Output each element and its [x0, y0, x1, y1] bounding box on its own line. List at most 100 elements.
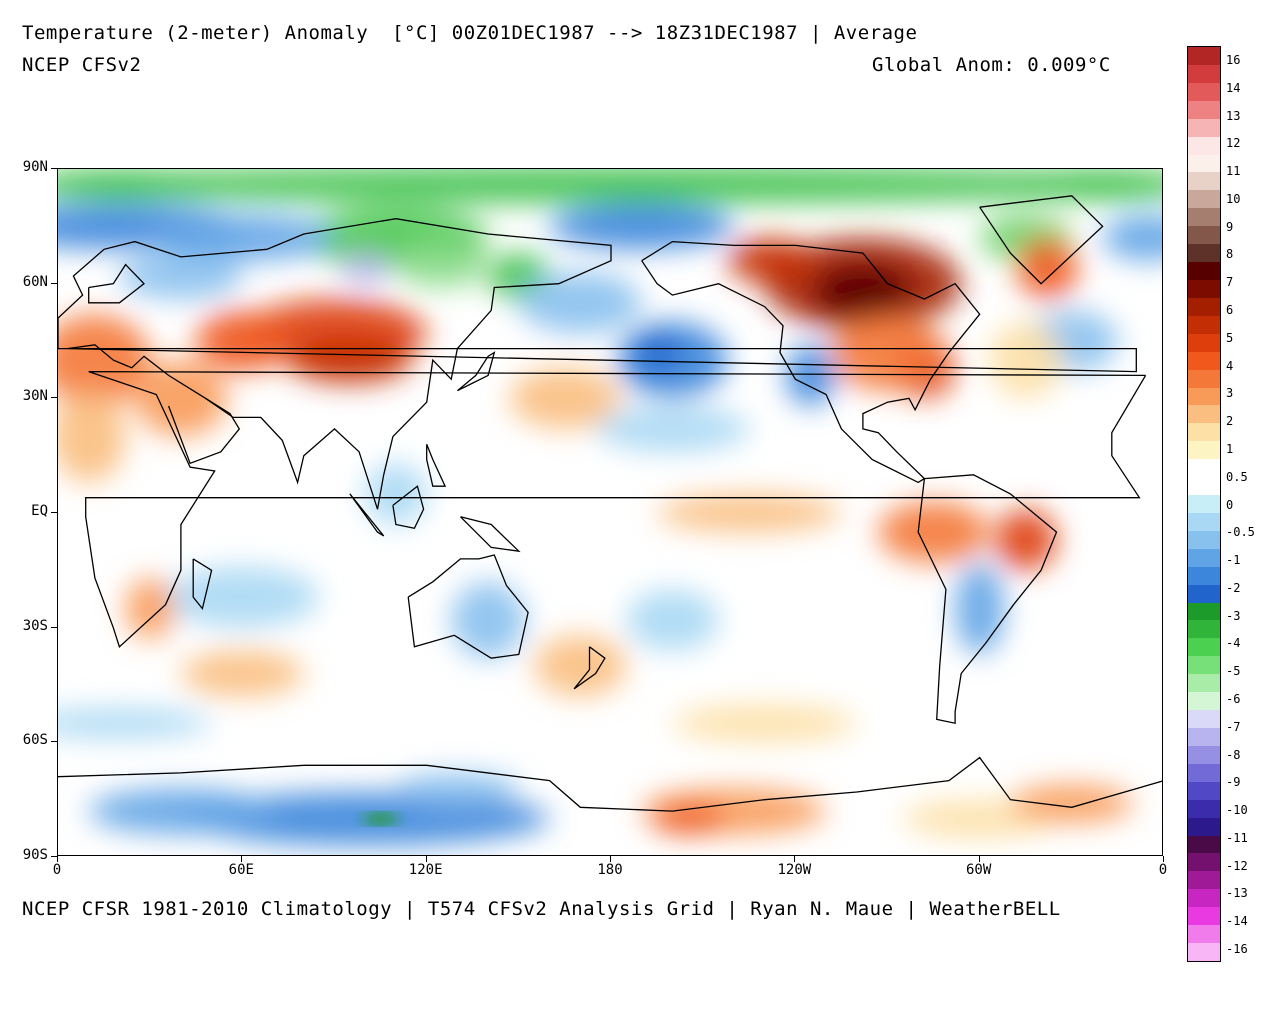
colorbar-label: -13	[1226, 886, 1248, 901]
colorbar-swatch	[1188, 208, 1220, 227]
anomaly-patch	[288, 337, 412, 384]
coastline	[641, 240, 981, 484]
anomaly-patch	[58, 707, 212, 739]
colorbar-label: 3	[1226, 386, 1234, 401]
lon-tick	[794, 856, 796, 862]
colorbar-label: -10	[1226, 803, 1248, 818]
colorbar-swatch	[1188, 100, 1220, 120]
colorbar-swatch	[1188, 495, 1220, 514]
anomaly-patch	[632, 333, 682, 372]
colorbar-label: -8	[1226, 747, 1241, 762]
colorbar-swatch	[1188, 405, 1220, 424]
anomaly-patch	[509, 367, 621, 429]
colorbar-swatch	[1188, 799, 1220, 819]
colorbar-label: -11	[1226, 830, 1248, 845]
colorbar-swatch	[1188, 226, 1220, 245]
colorbar-label: 8	[1226, 247, 1234, 262]
colorbar-swatch	[1188, 369, 1220, 388]
coastline	[573, 646, 606, 690]
anomaly-patch	[125, 577, 175, 640]
anomaly-patch	[657, 493, 842, 533]
lat-tick	[51, 397, 57, 399]
colorbar-label: 16	[1226, 53, 1241, 67]
anomaly-patch	[878, 501, 989, 563]
colorbar-label: 14	[1226, 80, 1241, 95]
coastline	[460, 516, 521, 553]
colorbar	[1187, 46, 1221, 962]
colorbar-label: 12	[1226, 136, 1241, 151]
colorbar-label: 0.5	[1226, 469, 1248, 484]
lat-label: 90N	[22, 159, 48, 175]
anomaly-patch	[786, 344, 836, 406]
map-title: Temperature (2-meter) Anomaly [°C] 00Z01…	[22, 22, 918, 44]
colorbar-swatch	[1188, 745, 1220, 765]
anomaly-patch	[451, 581, 525, 659]
anomaly-patch	[58, 390, 126, 483]
colorbar-swatch	[1188, 584, 1220, 604]
colorbar-swatch	[1188, 441, 1220, 460]
coastline	[407, 554, 529, 659]
lon-tick	[978, 856, 980, 862]
colorbar-label: -2	[1226, 580, 1241, 595]
anomaly-map	[57, 168, 1163, 856]
colorbar-label: -14	[1226, 914, 1248, 929]
colorbar-swatch	[1188, 566, 1220, 586]
lat-tick	[51, 512, 57, 513]
colorbar-label: -4	[1226, 636, 1241, 651]
global-anomaly: Global Anom: 0.009°C	[872, 54, 1111, 76]
colorbar-label: 2	[1226, 414, 1234, 429]
lon-label: 60E	[228, 862, 254, 878]
anomaly-patch	[1016, 237, 1078, 299]
colorbar-swatch	[1188, 297, 1220, 317]
colorbar-swatch	[1188, 763, 1220, 783]
anomaly-patch	[650, 803, 725, 835]
colorbar-label: 13	[1226, 108, 1241, 123]
anomaly-patch	[395, 241, 489, 288]
lat-label: 60S	[22, 732, 48, 749]
anomaly-patch	[672, 704, 857, 743]
colorbar-swatch	[1188, 512, 1220, 532]
anomaly-patch	[727, 237, 814, 284]
colorbar-label: -12	[1226, 858, 1248, 873]
lon-tick	[241, 856, 243, 862]
colorbar-swatch	[1188, 835, 1220, 854]
anomaly-patch	[150, 214, 335, 261]
anomaly-patch	[362, 813, 400, 825]
coastline	[88, 263, 145, 304]
lon-label: 0	[52, 862, 62, 878]
colorbar-swatch	[1188, 477, 1220, 496]
colorbar-swatch	[1188, 620, 1220, 639]
colorbar-swatch	[1188, 136, 1220, 155]
colorbar-label: 7	[1226, 275, 1234, 290]
anomaly-patch	[1102, 214, 1162, 261]
colorbar-label: 0	[1226, 497, 1234, 512]
colorbar-swatch	[1188, 244, 1220, 263]
colorbar-swatch	[1188, 548, 1220, 568]
anomaly-patch	[518, 272, 642, 334]
lat-label: 30S	[22, 617, 48, 634]
coastline	[167, 397, 241, 465]
lat-label: 90S	[22, 847, 48, 863]
colorbar-swatch	[1188, 279, 1220, 299]
colorbar-swatch	[1188, 190, 1220, 209]
colorbar-swatch	[1188, 710, 1220, 729]
coastline	[917, 474, 1058, 724]
colorbar-swatch	[1188, 781, 1220, 801]
coastline	[192, 558, 213, 611]
colorbar-swatch	[1188, 387, 1220, 406]
colorbar-swatch	[1188, 172, 1220, 191]
anomaly-patch	[626, 589, 719, 651]
anomaly-patch	[595, 405, 750, 452]
colorbar-swatch	[1188, 656, 1220, 675]
colorbar-swatch	[1188, 351, 1220, 371]
colorbar-swatch	[1188, 530, 1220, 550]
anomaly-patch	[58, 169, 212, 200]
coastline	[58, 756, 1162, 812]
colorbar-swatch	[1188, 64, 1220, 84]
lon-label: 0	[1158, 862, 1168, 878]
colorbar-swatch	[1188, 47, 1220, 66]
anomaly-patch	[180, 650, 304, 697]
lat-tick	[51, 282, 57, 284]
lat-tick	[51, 741, 57, 743]
coastline	[979, 195, 1104, 285]
